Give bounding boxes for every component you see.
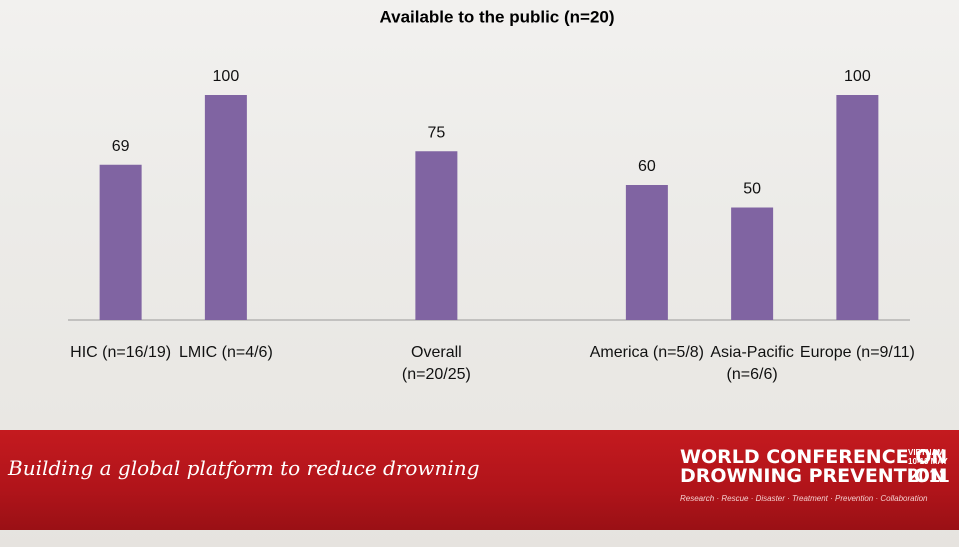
location: VIETNAM <box>908 448 958 457</box>
bar <box>205 95 247 320</box>
x-tick-label: Europe (n=9/11) <box>797 342 917 364</box>
logo: WORLD CONFERENCE ON DROWNING PREVENTION … <box>680 448 947 486</box>
bar <box>731 208 773 321</box>
x-tick-label: Overall (n=20/25) <box>376 342 496 386</box>
data-label: 100 <box>213 68 240 85</box>
data-label: 50 <box>743 181 761 198</box>
bar <box>100 165 142 320</box>
data-label: 100 <box>844 68 871 85</box>
chart-title: Available to the public (n=20) <box>379 7 614 26</box>
x-tick-label: LMIC (n=4/6) <box>166 342 286 364</box>
dates: 10-13 MAY <box>908 457 958 466</box>
data-label: 75 <box>427 124 445 141</box>
x-tick-label: America (n=5/8) <box>587 342 707 364</box>
data-label: 69 <box>112 138 130 155</box>
footer-band: Building a global platform to reduce dro… <box>0 430 959 530</box>
data-label: 60 <box>638 158 656 175</box>
x-tick-label: Asia-Pacific (n=6/6) <box>692 342 812 386</box>
year: 2011 <box>908 466 949 488</box>
bar <box>415 151 457 320</box>
x-tick-label: HIC (n=16/19) <box>61 342 181 364</box>
tagline: Research · Rescue · Disaster · Treatment… <box>680 494 928 503</box>
bar <box>836 95 878 320</box>
bar <box>626 185 668 320</box>
slide: Available to the public (n=20) 69 100 75 60… <box>0 0 959 547</box>
slogan: Building a global platform to reduce dro… <box>8 456 480 480</box>
